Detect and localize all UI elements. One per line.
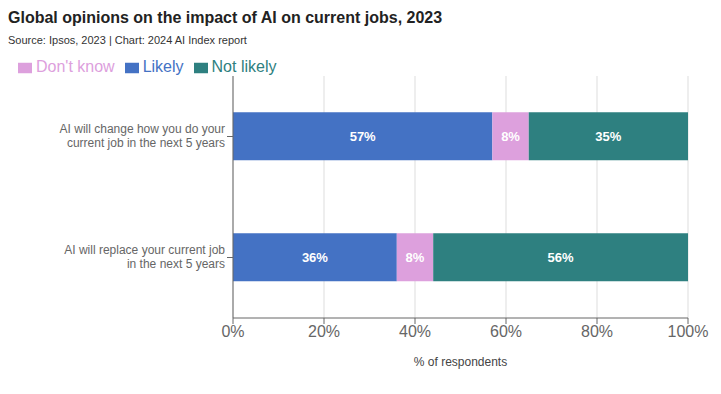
svg-text:AI will replace your current j: AI will replace your current jobin the n… (64, 243, 225, 271)
svg-text:0%: 0% (221, 323, 244, 340)
svg-text:100%: 100% (668, 323, 709, 340)
svg-text:60%: 60% (490, 323, 522, 340)
svg-text:36%: 36% (302, 250, 328, 265)
svg-text:57%: 57% (350, 129, 376, 144)
html-text:Don't know: Don't know (36, 58, 115, 75)
svg-text:35%: 35% (595, 129, 621, 144)
html-text:Likely: Likely (142, 58, 184, 75)
svg-text:40%: 40% (399, 323, 431, 340)
html-text:Source: Ipsos, 2023 | Chart: 2: Source: Ipsos, 2023 | Chart: 2024 AI Ind… (8, 34, 247, 46)
svg-text:20%: 20% (308, 323, 340, 340)
svg-text:8%: 8% (501, 129, 520, 144)
svg-text:80%: 80% (581, 323, 613, 340)
svg-text:8%: 8% (406, 250, 425, 265)
html-text:Global opinions on the impact: Global opinions on the impact of AI on c… (8, 9, 443, 26)
html-text:Not likely: Not likely (211, 58, 277, 75)
svg-text:56%: 56% (548, 250, 574, 265)
svg-text:AI will change how you do your: AI will change how you do yourcurrent jo… (60, 122, 225, 150)
svg-text:% of respondents: % of respondents (414, 355, 507, 369)
